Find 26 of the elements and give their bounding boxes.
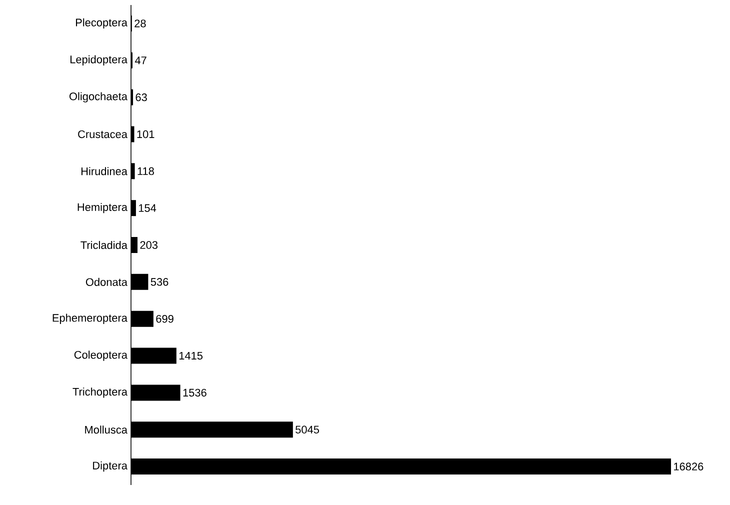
data-label: 1415 [179,352,203,360]
data-label: 63 [136,93,147,102]
y-tick-label: Oligochaeta [70,92,128,102]
y-tick-label: Tricladida [80,240,128,250]
data-label: 203 [140,241,158,249]
data-label: 154 [138,204,156,212]
data-label: 536 [150,278,168,286]
data-label: 699 [156,314,174,323]
y-tick-label: Plecoptera [76,18,128,29]
data-label: 28 [134,20,146,28]
data-label: 47 [134,56,146,64]
data-label: 118 [138,167,154,176]
data-label: 101 [137,130,154,138]
y-tick-label: Ephemeroptera [52,314,128,324]
data-label: 5045 [296,426,320,434]
y-tick-label: Coleoptera [74,350,128,361]
data-label: 16826 [674,462,704,470]
y-tick-label: Hirudinea [81,167,128,176]
y-tick-label: Odonata [86,278,128,286]
y-tick-label: Mollusca [85,426,128,434]
y-tick-label: Trichoptera [72,388,128,398]
data-label: 1536 [183,388,206,397]
y-tick-label: Hemiptera [78,202,128,214]
y-tick-label: Lepidoptera [70,55,128,66]
y-tick-label: Crustacea [78,130,128,138]
y-tick-label: Diptera [93,461,128,472]
